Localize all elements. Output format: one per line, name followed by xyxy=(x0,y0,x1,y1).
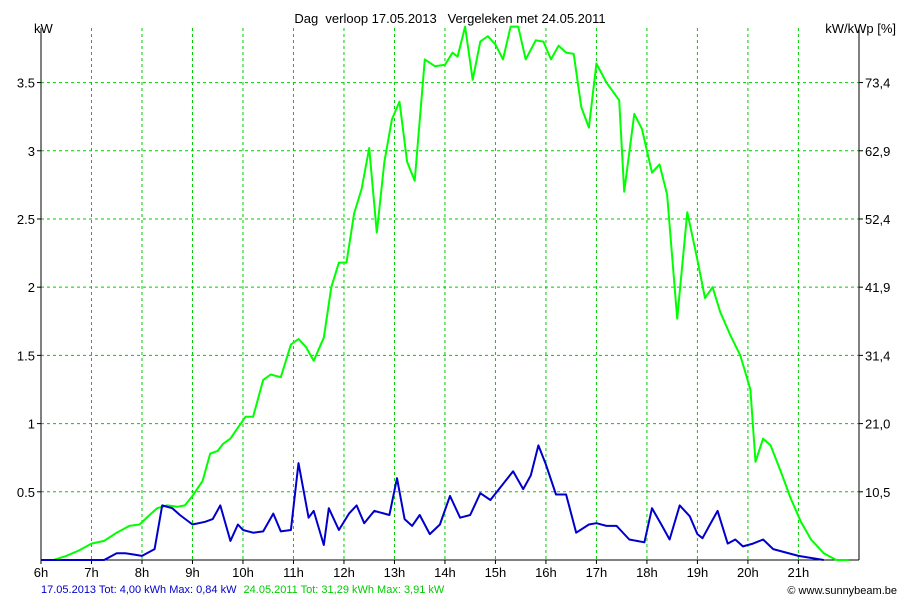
x-tick-label: 7h xyxy=(84,565,98,580)
y2-tick-label: 31,4 xyxy=(865,348,890,363)
y-tick-label: 1.5 xyxy=(17,348,35,363)
chart-title: Dag verloop 17.05.2013 Vergeleken met 24… xyxy=(294,11,606,26)
y-tick-label: 2.5 xyxy=(17,212,35,227)
x-tick-label: 15h xyxy=(485,565,507,580)
x-tick-label: 11h xyxy=(283,565,304,580)
y2-tick-label: 41,9 xyxy=(865,280,890,295)
y2-tick-label: 10,5 xyxy=(865,485,890,500)
legend-series1-summary: 17.05.2013 Tot: 4,00 kWh Max: 0,84 kW xyxy=(41,584,237,596)
y-tick-label: 2 xyxy=(28,280,35,295)
y-tick-label: 3 xyxy=(28,144,35,159)
series-line-24.05.2011 xyxy=(41,25,849,561)
x-tick-label: 17h xyxy=(586,565,608,580)
left-axis-unit: kW xyxy=(34,21,53,36)
x-tick-label: 14h xyxy=(434,565,456,580)
x-tick-label: 8h xyxy=(135,565,149,580)
right-axis-unit: kW/kWp [%] xyxy=(825,21,896,36)
y2-tick-label: 21,0 xyxy=(865,417,890,432)
y-tick-label: 1 xyxy=(28,417,35,432)
x-tick-label: 19h xyxy=(687,565,709,580)
y-tick-label: 0.5 xyxy=(17,485,35,500)
x-tick-label: 13h xyxy=(384,565,406,580)
x-tick-label: 20h xyxy=(737,565,759,580)
y-tick-label: 3.5 xyxy=(17,76,35,91)
x-tick-label: 10h xyxy=(232,565,254,580)
x-tick-label: 9h xyxy=(185,565,199,580)
x-tick-label: 6h xyxy=(34,565,48,580)
legend-series2-summary: 24.05.2011 Tot: 31,29 kWh Max: 3,91 kW xyxy=(243,584,445,596)
x-tick-label: 18h xyxy=(636,565,658,580)
y2-tick-label: 62,9 xyxy=(865,144,890,159)
chart-legend: 17.05.2013 Tot: 4,00 kWh Max: 0,84 kW 24… xyxy=(41,584,444,596)
x-tick-label: 12h xyxy=(333,565,355,580)
credit-text: © www.sunnybeam.be xyxy=(787,585,897,597)
series-line-17.05.2013 xyxy=(41,444,824,561)
y2-tick-label: 73,4 xyxy=(865,76,890,91)
x-tick-label: 21h xyxy=(788,565,810,580)
y2-tick-label: 52,4 xyxy=(865,212,890,227)
x-tick-label: 16h xyxy=(535,565,557,580)
